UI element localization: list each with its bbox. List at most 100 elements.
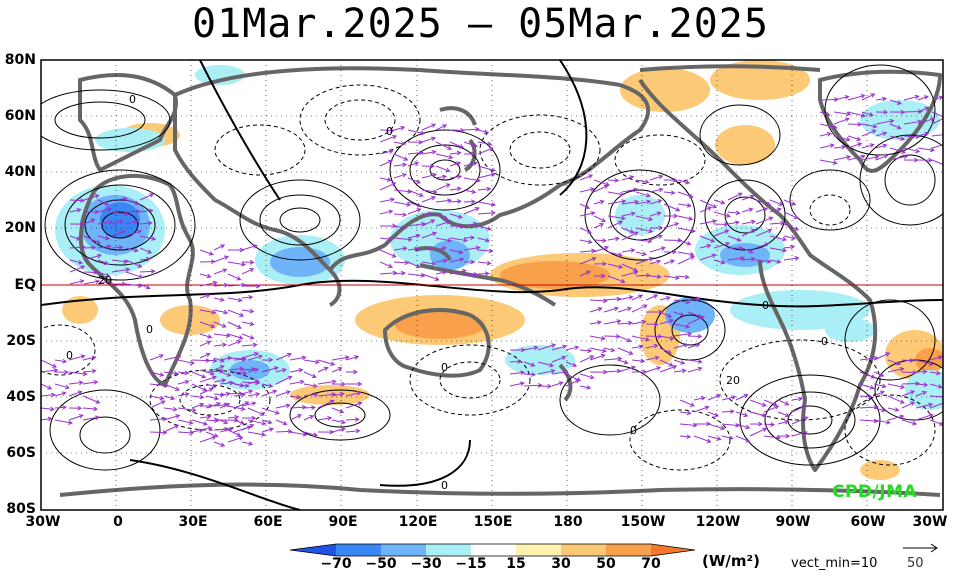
wind-vector-arrow <box>477 248 494 254</box>
wind-vector-arrow <box>707 411 720 417</box>
wind-vector-arrow <box>677 179 691 185</box>
wind-vector-arrow <box>227 405 246 412</box>
wind-vector-arrow <box>227 436 244 443</box>
wind-vector-arrow <box>54 405 67 410</box>
wind-vector-arrow <box>82 368 97 374</box>
wind-vector-arrow <box>901 401 916 409</box>
contour-label: 0 <box>129 93 136 106</box>
wind-vector-arrow <box>421 219 436 227</box>
wind-vector-arrow <box>199 375 217 383</box>
wind-vector-arrow <box>139 256 152 262</box>
wind-vector-arrow <box>713 241 731 249</box>
wind-vector-arrow <box>635 227 654 234</box>
wind-vector-arrow <box>41 359 57 368</box>
wind-vector-arrow <box>621 231 639 241</box>
wind-vector-arrow <box>663 190 676 196</box>
wind-vector-arrow <box>929 355 943 361</box>
wind-vector-arrow <box>331 355 350 361</box>
contour-label: 0 <box>630 424 637 437</box>
wind-vector-arrow <box>579 256 597 265</box>
wind-vector-arrow <box>617 295 634 301</box>
wind-vector-arrow <box>589 347 607 354</box>
wind-vector-arrow <box>763 405 780 413</box>
wind-vector-arrow <box>97 279 113 285</box>
colorbar-label: 50 <box>596 556 616 572</box>
wind-vector-arrow <box>931 142 943 149</box>
wind-vector-arrow <box>199 259 216 265</box>
wind-vectors <box>41 93 943 447</box>
wind-vector-arrow <box>783 199 797 206</box>
wind-vector-arrow <box>887 366 905 373</box>
wind-vector-arrow <box>177 370 190 376</box>
wind-vector-arrow <box>741 219 756 225</box>
contour-label: 0 <box>762 299 769 312</box>
wind-vector-arrow <box>477 201 497 207</box>
wind-vector-arrow <box>82 415 100 421</box>
wind-vector-arrow <box>887 383 906 390</box>
wind-vector-arrow <box>645 366 662 373</box>
wind-vector-arrow <box>317 366 329 373</box>
wind-vector-arrow <box>393 153 409 161</box>
wind-vector-arrow <box>247 407 265 416</box>
wind-vector-arrow <box>275 390 291 397</box>
wind-vector-arrow <box>69 279 85 285</box>
wind-vector-arrow <box>205 383 217 389</box>
wind-vector-arrow <box>317 415 333 421</box>
wind-vector-arrow <box>749 411 767 418</box>
wind-vector-arrow <box>241 401 257 407</box>
wind-vector-arrow <box>579 174 594 181</box>
wind-vector-arrow <box>111 245 124 250</box>
wind-vector-arrow <box>199 309 217 315</box>
wind-vector-arrow <box>635 273 651 278</box>
wind-vector-arrow <box>635 215 654 222</box>
wind-vector-arrow <box>621 248 636 253</box>
lat-label: EQ <box>14 277 36 293</box>
wind-vector-arrow <box>593 238 607 243</box>
wind-vector-arrow <box>523 382 543 388</box>
colorbar-label: 30 <box>551 556 571 572</box>
wind-vector-arrow <box>917 157 934 163</box>
wind-vector-arrow <box>687 366 703 373</box>
wind-vector-arrow <box>41 383 53 390</box>
wind-vector-arrow <box>769 259 782 264</box>
wind-vector-arrow <box>199 249 214 256</box>
wind-vector-arrow <box>247 354 263 361</box>
wind-vector-arrow <box>755 199 772 207</box>
wind-vector-arrow <box>177 407 197 413</box>
wind-vector-arrow <box>233 425 252 433</box>
wind-vector-arrow <box>861 123 878 129</box>
wind-vector-arrow <box>303 371 317 379</box>
wind-vector-arrow <box>97 207 113 213</box>
wind-vector-arrow <box>769 207 782 213</box>
wind-vector-arrow <box>677 191 694 199</box>
wind-vector-arrow <box>111 211 129 217</box>
colorbar-segment <box>426 544 471 556</box>
wind-vector-arrow <box>227 321 242 329</box>
wind-vector-arrow <box>191 371 207 379</box>
wind-vector-arrow <box>463 259 476 265</box>
wind-vector-arrow <box>699 206 713 213</box>
wind-vector-arrow <box>205 402 221 409</box>
wind-vector-arrow <box>603 334 621 339</box>
wind-vector-arrow <box>149 395 165 401</box>
wind-vector-arrow <box>421 136 437 143</box>
colorbar-label: −70 <box>320 556 352 572</box>
wind-vector-arrow <box>289 355 307 361</box>
wind-vector-arrow <box>699 253 717 261</box>
wind-vector-arrow <box>631 344 644 350</box>
contour-label: 0 <box>386 125 393 138</box>
wind-vector-arrow <box>713 221 729 227</box>
lon-label: 180 <box>553 514 583 530</box>
wind-vector-arrow <box>163 370 179 376</box>
wind-vector-arrow <box>421 195 436 203</box>
wind-vector-arrow <box>607 178 620 183</box>
wind-vector-arrow <box>649 199 663 205</box>
wind-vector-arrow <box>125 209 141 214</box>
wind-vector-arrow <box>847 142 863 149</box>
wind-vector-arrow <box>509 359 522 364</box>
wind-vector-arrow <box>707 435 722 441</box>
wind-vector-arrow <box>275 429 293 434</box>
wind-vector-arrow <box>289 379 305 385</box>
wind-vector-arrow <box>393 125 406 131</box>
